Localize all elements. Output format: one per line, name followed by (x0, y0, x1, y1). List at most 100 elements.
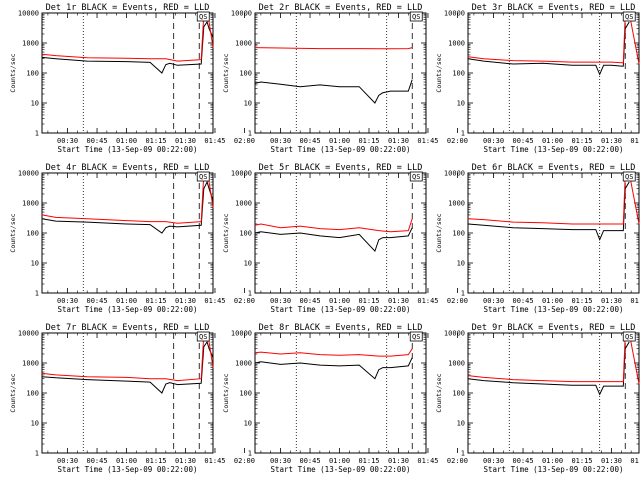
x-tick-label: 01:30 (388, 137, 409, 145)
panel-det-8: Det 8r BLACK = Events, RED = LLD 1 10 100 10… (222, 323, 468, 474)
y-tick-label: 100 (452, 70, 465, 78)
y-tick-label: 10 (244, 100, 252, 108)
y-tick-label: 1 (35, 130, 39, 138)
x-tick-label: 01:00 (116, 297, 137, 305)
y-axis-label: Counts/sec (435, 373, 443, 412)
panel-title: Det 3r BLACK = Events, RED = LLD (472, 3, 636, 13)
x-tick-label: 00:45 (86, 137, 107, 145)
x-tick-label: 01:30 (601, 457, 622, 465)
panel-title: Det 8r BLACK = Events, RED = LLD (259, 323, 423, 333)
panel-det-4: Det 4r BLACK = Events, RED = LLD11010010… (9, 163, 255, 314)
x-tick-label: 00:45 (512, 457, 533, 465)
x-tick-label: 01:45 (204, 137, 225, 145)
x-tick-label: 01:45 (417, 137, 438, 145)
x-axis-label: Start Time (13-Sep-09 00:22:00) (271, 145, 411, 154)
panel-title: Det 6r BLACK = Events, RED = LLD (472, 163, 636, 173)
y-tick-label: 100 (239, 70, 252, 78)
y-tick-label: 10000 (18, 10, 39, 18)
y-tick-label: 10000 (444, 10, 465, 18)
x-tick-label: 00:30 (57, 297, 78, 305)
plot-frame (254, 12, 427, 134)
x-tick-label: 00:30 (270, 457, 291, 465)
y-tick-label: 100 (26, 230, 39, 238)
events-series-line (41, 340, 214, 394)
y-tick-label: 10 (244, 420, 252, 428)
x-tick-label: 01:30 (175, 137, 196, 145)
y-tick-label: 1000 (235, 360, 252, 368)
y-tick-label: 1 (461, 290, 465, 298)
y-tick-label: 100 (26, 390, 39, 398)
y-axis-label: Counts/sec (9, 53, 17, 92)
x-tick-label: 01:45 (630, 137, 640, 145)
x-tick-label: 00:45 (299, 137, 320, 145)
x-tick-label: 01:15 (571, 457, 592, 465)
x-tick-label: 01:15 (571, 297, 592, 305)
events-series-line (41, 20, 214, 74)
x-tick-label: 01:45 (630, 457, 640, 465)
qs-marker-label: QS (199, 173, 207, 181)
x-tick-label: 02:00 (447, 457, 468, 465)
y-tick-label: 10 (457, 260, 465, 268)
y-tick-label: 1 (461, 130, 465, 138)
qs-marker (622, 11, 636, 22)
plot-frame (41, 172, 214, 294)
x-tick-label: 01:15 (571, 137, 592, 145)
x-tick-label: 00:45 (86, 457, 107, 465)
y-axis-label: Counts/sec (9, 213, 17, 252)
x-tick-label: 01:30 (388, 457, 409, 465)
y-tick-label: 100 (239, 230, 252, 238)
y-tick-label: 10000 (231, 170, 252, 178)
x-tick-label: 01:00 (329, 297, 350, 305)
y-tick-label: 1000 (22, 40, 39, 48)
y-axis-label: Counts/sec (222, 373, 230, 412)
x-tick-label: 00:30 (483, 137, 504, 145)
y-tick-label: 1000 (448, 360, 465, 368)
qs-marker-label: QS (199, 13, 207, 21)
x-tick-label: 00:30 (483, 297, 504, 305)
y-tick-label: 10 (31, 260, 39, 268)
y-tick-label: 10 (244, 260, 252, 268)
y-tick-label: 10 (31, 100, 39, 108)
x-tick-label: 01:30 (388, 297, 409, 305)
x-axis-label: Start Time (13-Sep-09 00:22:00) (271, 305, 411, 314)
y-tick-label: 10000 (231, 330, 252, 338)
plot-frame (254, 172, 427, 294)
x-tick-label: 01:15 (358, 297, 379, 305)
events-series-line (254, 227, 413, 253)
qs-marker-label: QS (412, 173, 420, 181)
lld-series-line (41, 12, 214, 62)
panel-title: Det 5r BLACK = Events, RED = LLD (259, 163, 423, 173)
x-tick-label: 01:45 (417, 297, 438, 305)
y-tick-label: 10000 (18, 170, 39, 178)
x-tick-label: 01:15 (358, 457, 379, 465)
y-axis-label: Counts/sec (9, 373, 17, 412)
y-tick-label: 1 (35, 450, 39, 458)
x-tick-label: 01:15 (145, 137, 166, 145)
events-series-line (467, 181, 630, 242)
x-axis-label: Start Time (13-Sep-09 00:22:00) (58, 145, 198, 154)
plot-frame (467, 172, 640, 294)
y-axis-label: Counts/sec (435, 213, 443, 252)
x-tick-label: 01:45 (204, 457, 225, 465)
panel-det-7: Det 7r BLACK = Events, RED = LLD11010010… (9, 323, 255, 474)
y-tick-label: 1 (248, 130, 252, 138)
x-tick-label: 01:00 (329, 457, 350, 465)
x-tick-label: 00:45 (512, 137, 533, 145)
y-axis-label: Counts/sec (222, 53, 230, 92)
y-tick-label: 1 (35, 290, 39, 298)
x-tick-label: 01:00 (329, 137, 350, 145)
x-tick-label: 01:15 (358, 137, 379, 145)
qs-marker (196, 331, 210, 342)
x-tick-label: 01:15 (145, 297, 166, 305)
y-tick-label: 1 (248, 450, 252, 458)
x-tick-label: 02:00 (234, 137, 255, 145)
x-axis-label: Start Time (13-Sep-09 00:22:00) (484, 305, 624, 314)
y-tick-label: 100 (452, 390, 465, 398)
x-tick-label: 00:30 (57, 457, 78, 465)
x-tick-label: 02:00 (234, 297, 255, 305)
x-tick-label: 02:00 (447, 137, 468, 145)
qs-marker (409, 171, 423, 182)
x-tick-label: 00:45 (86, 297, 107, 305)
x-tick-label: 01:00 (542, 457, 563, 465)
